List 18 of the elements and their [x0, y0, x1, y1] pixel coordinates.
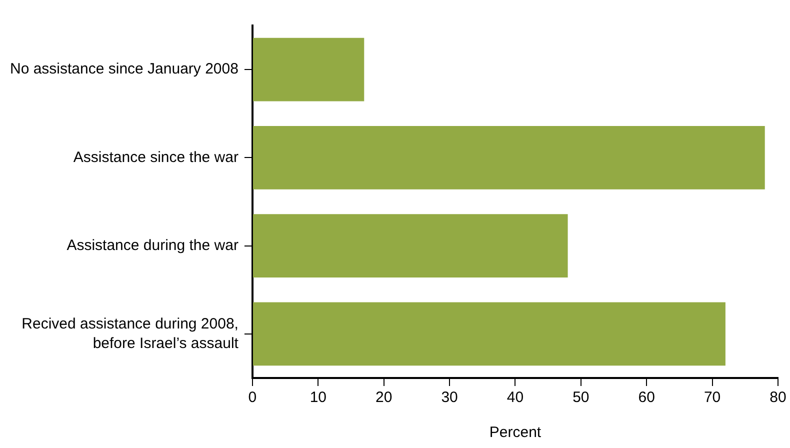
x-tick-label: 50 — [572, 389, 590, 406]
x-tick-label: 40 — [506, 389, 524, 406]
x-tick-label: 80 — [770, 389, 786, 406]
x-tick-label: 60 — [638, 389, 655, 406]
y-tick-label: Recived assistance during 2008, before Israel’s assault — [22, 315, 240, 352]
x-tick-label: 30 — [441, 389, 458, 406]
bar — [252, 302, 726, 366]
y-tick-label: No assistance since January 2008 — [10, 60, 238, 78]
x-tick-label: 70 — [704, 389, 721, 406]
bar — [252, 126, 765, 190]
y-tick-label: Assistance since the war — [73, 148, 238, 166]
bar — [252, 214, 568, 278]
bar — [252, 38, 364, 102]
x-tick-label: 10 — [310, 389, 326, 406]
x-tick-label: 0 — [248, 389, 257, 406]
y-tick-label: Assistance during the war — [66, 236, 238, 254]
x-axis-title: Percent — [489, 424, 542, 442]
x-tick-label: 20 — [376, 389, 392, 406]
